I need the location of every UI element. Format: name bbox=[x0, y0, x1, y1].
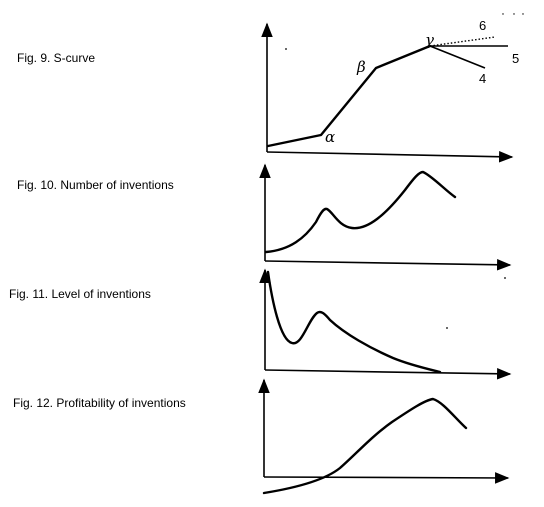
fig10-x-axis bbox=[264, 259, 512, 271]
fig9-dot-corner bbox=[513, 13, 515, 15]
fig11-curve bbox=[266, 270, 442, 374]
fig11-dot bbox=[446, 327, 448, 329]
fig9-branch-6 bbox=[429, 36, 496, 47]
fig11-diagram bbox=[259, 268, 512, 380]
fig9-label-4: 4 bbox=[479, 71, 486, 86]
fig9-dot-corner bbox=[522, 13, 524, 15]
fig10-dot bbox=[504, 277, 506, 279]
fig10-caption: Fig. 10. Number of inventions bbox=[17, 178, 174, 192]
fig9-label-alpha: α bbox=[325, 128, 335, 146]
fig9-dot bbox=[285, 48, 287, 50]
fig12-diagram bbox=[258, 378, 510, 495]
fig9-branch-4 bbox=[429, 45, 486, 69]
fig10-curve bbox=[264, 170, 457, 254]
fig9-label-beta: β bbox=[356, 58, 366, 76]
fig9-x-axis bbox=[266, 150, 514, 163]
fig9-diagram: α β γ 6 5 4 bbox=[261, 13, 524, 163]
fig9-s-curve bbox=[266, 44, 432, 148]
fig10-diagram bbox=[259, 163, 512, 279]
fig12-curve bbox=[262, 397, 468, 495]
fig11-caption: Fig. 11. Level of inventions bbox=[9, 287, 151, 301]
fig11-x-axis bbox=[264, 368, 512, 380]
fig9-dot-corner bbox=[502, 13, 504, 15]
fig12-caption: Fig. 12. Profitability of inventions bbox=[13, 396, 186, 410]
fig12-x-axis bbox=[263, 472, 510, 484]
fig9-label-6: 6 bbox=[479, 18, 486, 33]
fig9-label-5: 5 bbox=[512, 51, 519, 66]
fig9-label-gamma: γ bbox=[425, 31, 434, 49]
fig9-caption: Fig. 9. S-curve bbox=[17, 51, 96, 65]
